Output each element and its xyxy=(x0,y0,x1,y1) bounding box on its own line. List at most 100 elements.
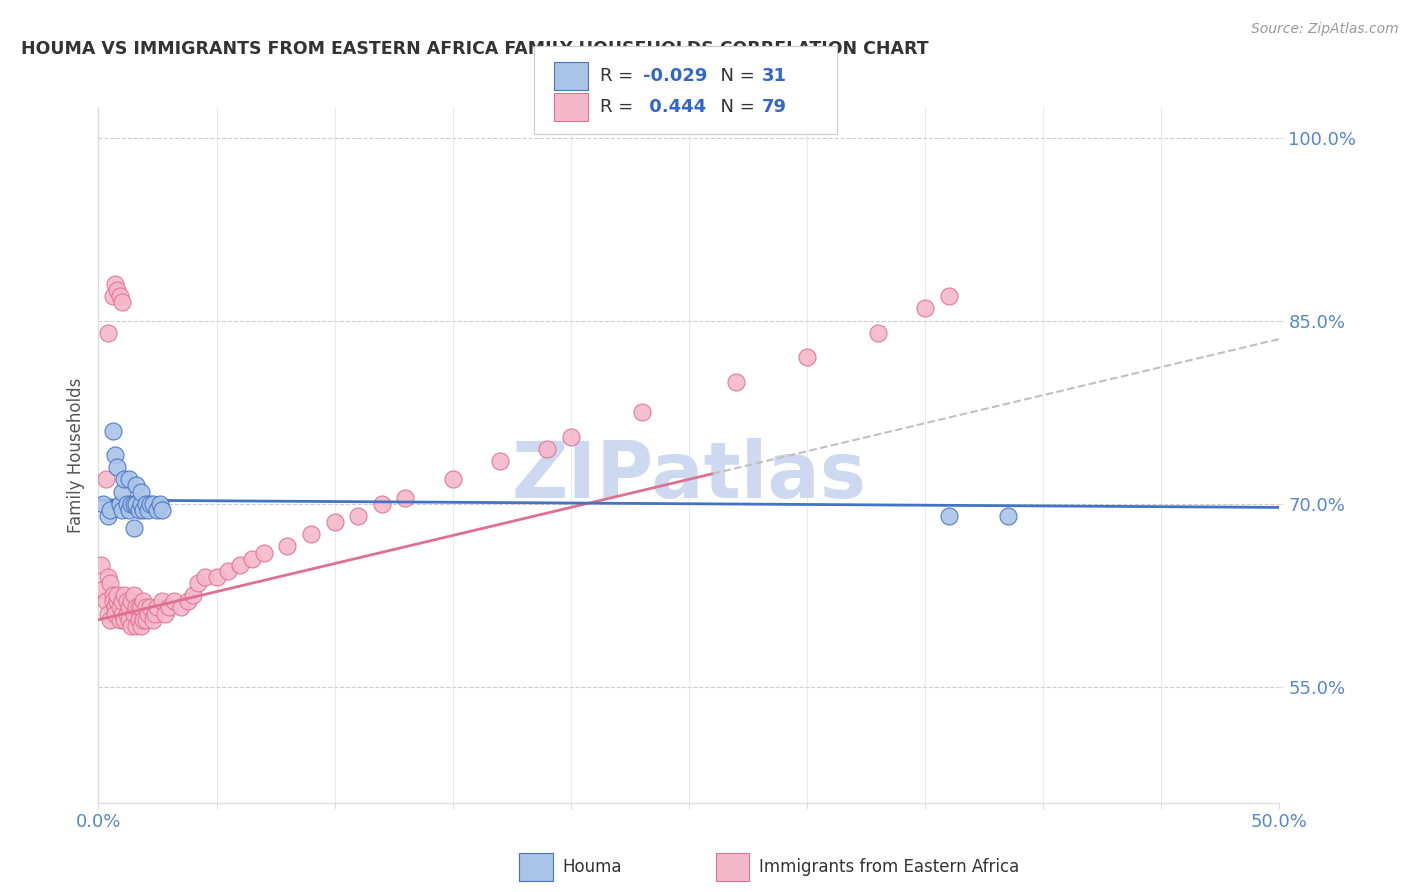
Point xyxy=(866,326,889,340)
Point xyxy=(194,570,217,584)
Point xyxy=(240,551,263,566)
Point xyxy=(132,613,155,627)
Y-axis label: Family Households: Family Households xyxy=(66,377,84,533)
Point xyxy=(101,588,124,602)
Point xyxy=(121,594,143,608)
Point xyxy=(394,491,416,505)
Point xyxy=(97,326,120,340)
Text: 0.444: 0.444 xyxy=(643,98,706,116)
Point xyxy=(938,508,960,523)
Point xyxy=(163,594,186,608)
Point xyxy=(105,283,128,297)
Point xyxy=(347,508,370,523)
Point xyxy=(536,442,558,456)
Point xyxy=(111,594,134,608)
Point xyxy=(115,594,138,608)
Point xyxy=(115,497,138,511)
Point xyxy=(205,570,228,584)
Point xyxy=(97,607,120,621)
Point xyxy=(108,613,131,627)
Point xyxy=(101,594,124,608)
Point xyxy=(118,600,141,615)
Point xyxy=(323,515,346,529)
Point xyxy=(139,600,162,615)
Point xyxy=(111,503,134,517)
Point xyxy=(128,600,150,615)
Point xyxy=(104,600,127,615)
Point xyxy=(253,545,276,559)
Point xyxy=(94,594,117,608)
Point xyxy=(94,472,117,486)
Text: Immigrants from Eastern Africa: Immigrants from Eastern Africa xyxy=(759,858,1019,876)
Point xyxy=(91,497,114,511)
Point xyxy=(98,576,121,591)
Point xyxy=(122,497,145,511)
Point xyxy=(132,503,155,517)
Point xyxy=(170,600,193,615)
Point xyxy=(108,600,131,615)
Point xyxy=(90,558,112,572)
Point xyxy=(104,277,127,291)
Point xyxy=(105,460,128,475)
Point xyxy=(229,558,252,572)
Point xyxy=(177,594,200,608)
Text: 79: 79 xyxy=(762,98,787,116)
Point xyxy=(135,613,157,627)
Text: HOUMA VS IMMIGRANTS FROM EASTERN AFRICA FAMILY HOUSEHOLDS CORRELATION CHART: HOUMA VS IMMIGRANTS FROM EASTERN AFRICA … xyxy=(21,40,929,58)
Point xyxy=(108,497,131,511)
Text: ZIPatlas: ZIPatlas xyxy=(512,438,866,514)
Point xyxy=(101,424,124,438)
Point xyxy=(105,594,128,608)
Point xyxy=(181,588,204,602)
Point xyxy=(149,497,172,511)
Point xyxy=(489,454,512,468)
Point xyxy=(115,607,138,621)
Point xyxy=(118,503,141,517)
Point xyxy=(150,594,173,608)
Text: 31: 31 xyxy=(762,67,787,85)
Point xyxy=(108,289,131,303)
Text: Source: ZipAtlas.com: Source: ZipAtlas.com xyxy=(1251,22,1399,37)
Point xyxy=(914,301,936,316)
Point xyxy=(150,503,173,517)
Point xyxy=(118,472,141,486)
Point xyxy=(725,375,748,389)
Point xyxy=(121,619,143,633)
Point xyxy=(441,472,464,486)
Point xyxy=(122,588,145,602)
Point xyxy=(146,600,169,615)
Point xyxy=(111,607,134,621)
Point xyxy=(101,289,124,303)
Point xyxy=(135,497,157,511)
Point xyxy=(128,613,150,627)
Point xyxy=(125,600,148,615)
Point xyxy=(142,613,165,627)
Point xyxy=(132,594,155,608)
Text: N =: N = xyxy=(709,98,761,116)
Point xyxy=(560,429,582,443)
Point xyxy=(997,508,1019,523)
Point xyxy=(630,405,652,419)
Point xyxy=(118,613,141,627)
Point xyxy=(157,600,180,615)
Point xyxy=(121,497,143,511)
Point xyxy=(136,503,159,517)
Point xyxy=(142,497,165,511)
Text: Houma: Houma xyxy=(562,858,621,876)
Point xyxy=(98,613,121,627)
Point xyxy=(139,497,162,511)
Text: R =: R = xyxy=(600,67,640,85)
Point xyxy=(938,289,960,303)
Point xyxy=(122,521,145,535)
Point xyxy=(97,508,120,523)
Point xyxy=(112,472,135,486)
Point xyxy=(122,607,145,621)
Point xyxy=(104,448,127,462)
Point xyxy=(129,600,152,615)
Point xyxy=(125,497,148,511)
Point xyxy=(112,588,135,602)
Point xyxy=(98,503,121,517)
Point xyxy=(187,576,209,591)
Point xyxy=(105,588,128,602)
Point xyxy=(91,582,114,597)
